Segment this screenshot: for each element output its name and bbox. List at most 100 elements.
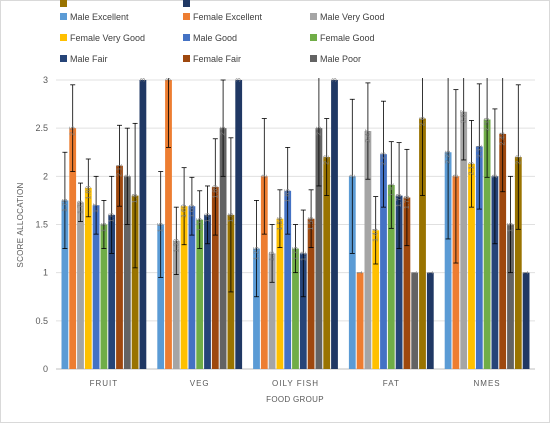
data-label: 2 [124,174,131,178]
data-label: 2.67 [461,110,468,124]
bar [395,195,403,369]
x-axis-title: FOOD GROUP [266,395,324,404]
bar [491,176,499,369]
bars [61,80,530,370]
bar [157,224,165,369]
bar [172,240,180,369]
bar [100,224,108,369]
data-label: 1.6 [228,213,235,223]
y-tick-label: 1 [43,268,48,278]
bar [356,272,364,369]
x-tick-label: FRUIT [90,379,119,388]
bar [380,154,387,369]
bar [188,206,196,369]
data-label: 1.44 [373,228,380,242]
bar [108,214,116,369]
bar [123,176,131,369]
bar [348,176,356,369]
legend-label: Female Very Good [70,33,145,43]
x-tick-label: FAT [383,379,400,388]
legend-swatch [310,13,317,20]
bar [92,205,100,369]
data-label: 1.5 [508,222,515,232]
legend-swatch [310,55,317,62]
y-tick-label: 2 [43,171,48,181]
bar [211,186,219,369]
bar [219,128,227,369]
data-label: 1.69 [189,204,196,218]
bar [522,272,530,369]
data-label: 1.25 [293,246,300,260]
bar [116,165,123,369]
bar [131,195,139,369]
bar [276,218,284,369]
y-tick-label: 2.5 [35,123,48,133]
legend-swatch [60,55,67,62]
legend-label: Male Excellent [70,12,129,22]
data-label: 3 [166,78,173,82]
bar [452,176,460,369]
data-label: 1.25 [254,246,261,260]
bar [483,119,491,369]
data-label: 1.56 [277,217,284,231]
data-label: 3 [140,78,147,82]
bar [411,272,419,369]
bar [61,200,69,369]
data-label: 2.11 [117,164,124,177]
bar [180,206,188,369]
legend-swatch [183,0,190,7]
y-axis-title: SCORE ALLOCATION [16,182,25,267]
y-tick-label: 0 [43,364,48,374]
bar [84,187,92,369]
legend-swatch [183,34,190,41]
bar [235,80,243,369]
bar [69,128,77,369]
data-label: 1.8 [132,193,139,203]
x-axis-ticks: FRUIT VEG OILY FISH FAT NMES [90,379,501,388]
data-label: 1.55 [197,218,204,232]
legend-swatch [60,0,67,7]
legend-label: Female Poor [70,0,122,2]
bar [292,248,299,369]
bar [468,163,475,369]
data-label: 2 [492,174,499,178]
bar [364,131,372,369]
data-label: 2.13 [469,162,476,176]
data-labels: 1.752.51.731.881.71.51.62.11 21.831.531.3… [62,78,530,275]
bar [507,224,514,369]
legend-swatch [60,34,67,41]
legend-label: Male Good [193,33,237,43]
data-label: 1.88 [85,186,92,200]
data-label: 1.78 [396,193,403,207]
data-label: 2.5 [220,126,227,136]
legend-swatch [183,55,190,62]
bar [315,128,323,369]
data-label: 1 [523,271,530,275]
data-label: 2.44 [500,132,507,146]
legend-label: Female Fair [193,54,241,64]
legend-label: Male Fair [70,54,108,64]
data-label: 1 [357,271,364,275]
bar [419,118,426,370]
bar [426,272,434,369]
data-label: 2.6 [420,116,427,126]
data-label: 2.2 [515,155,522,165]
bar [204,214,211,369]
data-label: 2.25 [445,150,452,164]
bar [253,248,260,369]
bar [165,80,172,369]
data-label: 1.78 [404,195,411,209]
data-label: 1.2 [269,251,276,261]
y-axis-ticks: 0 0.5 1 1.5 2 2.5 3 [35,75,48,374]
x-tick-label: NMES [474,379,501,388]
bar [387,185,395,369]
data-label: 1 [412,271,419,275]
data-label: 1.75 [62,198,69,212]
bar [460,111,468,369]
y-tick-label: 0.5 [35,316,48,326]
data-label: 1.5 [158,222,165,232]
x-tick-label: VEG [190,379,210,388]
data-label: 1.73 [78,200,85,214]
